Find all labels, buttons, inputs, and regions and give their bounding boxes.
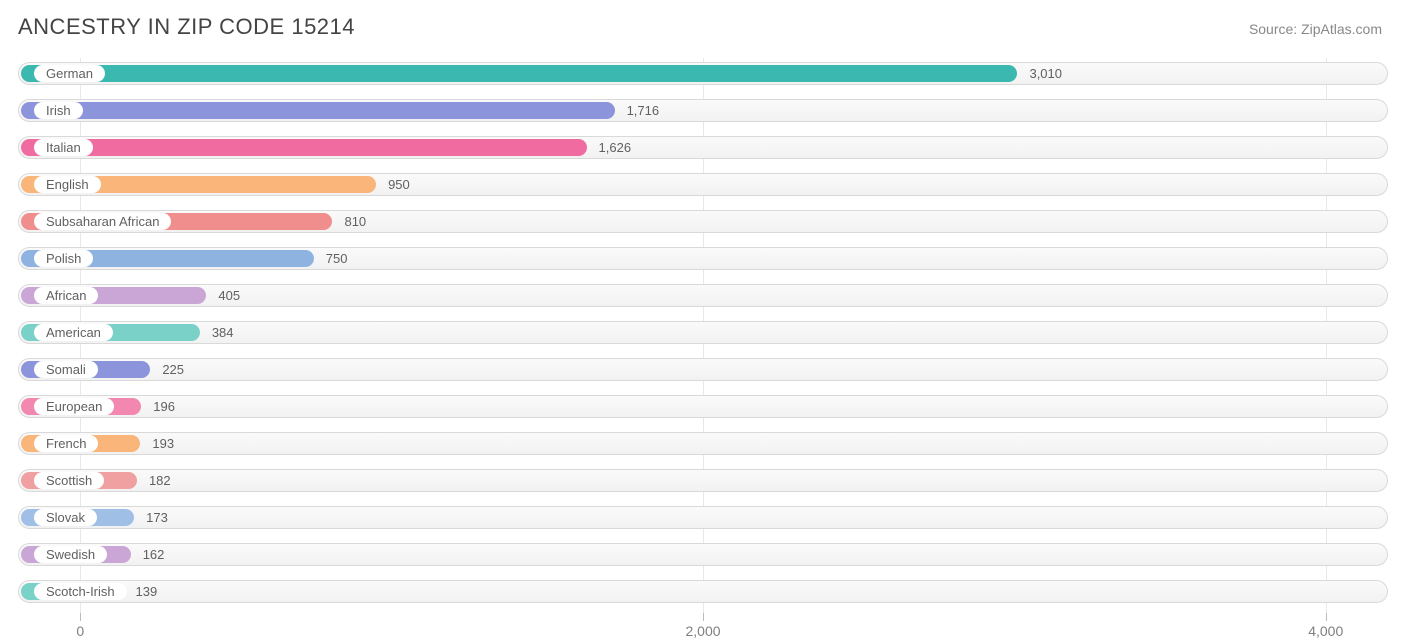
bar-track bbox=[18, 395, 1388, 418]
chart-source: Source: ZipAtlas.com bbox=[1249, 21, 1382, 37]
bar-track bbox=[18, 358, 1388, 381]
bar-fill bbox=[21, 139, 587, 156]
bar-row: English 950 bbox=[18, 169, 1388, 200]
bar-value: 405 bbox=[218, 287, 240, 304]
bar-row: American 384 bbox=[18, 317, 1388, 348]
bar-value: 950 bbox=[388, 176, 410, 193]
bar-fill bbox=[21, 102, 615, 119]
bar-track bbox=[18, 469, 1388, 492]
bar-row: Slovak 173 bbox=[18, 502, 1388, 533]
bar-row: French 193 bbox=[18, 428, 1388, 459]
x-axis: 0 2,000 4,000 bbox=[18, 613, 1388, 641]
bar-row: Polish 750 bbox=[18, 243, 1388, 274]
bar-label: Scotch-Irish bbox=[34, 583, 127, 600]
bar-value: 162 bbox=[143, 546, 165, 563]
axis-tick-label: 4,000 bbox=[1308, 623, 1343, 639]
bar-value: 196 bbox=[153, 398, 175, 415]
bar-label: Subsaharan African bbox=[34, 213, 171, 230]
bar-row: Scottish 182 bbox=[18, 465, 1388, 496]
bar-row: European 196 bbox=[18, 391, 1388, 422]
bar-track bbox=[18, 432, 1388, 455]
bar-value: 384 bbox=[212, 324, 234, 341]
bar-track bbox=[18, 580, 1388, 603]
bar-row: Somali 225 bbox=[18, 354, 1388, 385]
bar-row: African 405 bbox=[18, 280, 1388, 311]
bar-row: German 3,010 bbox=[18, 58, 1388, 89]
bar-fill bbox=[21, 65, 1017, 82]
axis-tick bbox=[80, 613, 81, 621]
bar-value: 1,626 bbox=[599, 139, 632, 156]
bar-label: French bbox=[34, 435, 98, 452]
axis-tick bbox=[1326, 613, 1327, 621]
bar-value: 3,010 bbox=[1029, 65, 1062, 82]
bar-row: Swedish 162 bbox=[18, 539, 1388, 570]
chart-area: German 3,010 Irish 1,716 Italian 1,626 English… bbox=[18, 58, 1388, 641]
bar-value: 139 bbox=[136, 583, 158, 600]
bar-label: Italian bbox=[34, 139, 93, 156]
bar-label: English bbox=[34, 176, 101, 193]
bar-value: 173 bbox=[146, 509, 168, 526]
bar-value: 810 bbox=[344, 213, 366, 230]
chart-header: ANCESTRY IN ZIP CODE 15214 Source: ZipAt… bbox=[0, 0, 1406, 50]
bar-value: 1,716 bbox=[627, 102, 660, 119]
bar-value: 182 bbox=[149, 472, 171, 489]
bar-row: Scotch-Irish 139 bbox=[18, 576, 1388, 607]
bar-label: Polish bbox=[34, 250, 93, 267]
bar-track bbox=[18, 543, 1388, 566]
chart-title: ANCESTRY IN ZIP CODE 15214 bbox=[18, 14, 355, 40]
bar-label: European bbox=[34, 398, 114, 415]
bar-row: Italian 1,626 bbox=[18, 132, 1388, 163]
bar-label: Slovak bbox=[34, 509, 97, 526]
axis-tick-label: 2,000 bbox=[685, 623, 720, 639]
bar-label: Irish bbox=[34, 102, 83, 119]
axis-tick bbox=[703, 613, 704, 621]
bar-label: Somali bbox=[34, 361, 98, 378]
bar-row: Subsaharan African 810 bbox=[18, 206, 1388, 237]
bar-value: 750 bbox=[326, 250, 348, 267]
axis-tick-label: 0 bbox=[76, 623, 84, 639]
bar-track bbox=[18, 506, 1388, 529]
bar-label: German bbox=[34, 65, 105, 82]
bar-label: African bbox=[34, 287, 98, 304]
bar-label: Scottish bbox=[34, 472, 104, 489]
bar-value: 193 bbox=[152, 435, 174, 452]
bar-value: 225 bbox=[162, 361, 184, 378]
bar-label: Swedish bbox=[34, 546, 107, 563]
bar-row: Irish 1,716 bbox=[18, 95, 1388, 126]
bar-label: American bbox=[34, 324, 113, 341]
